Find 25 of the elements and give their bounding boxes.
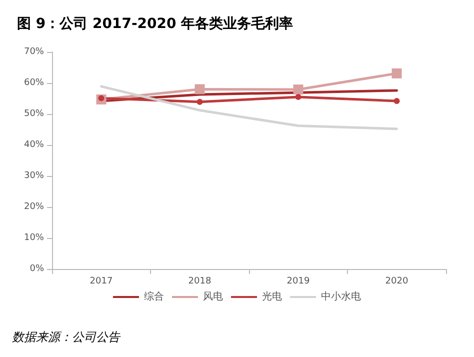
y-tick-label: 30% bbox=[24, 171, 44, 181]
legend-label: 综合 bbox=[144, 290, 164, 302]
legend-label: 中小水电 bbox=[321, 290, 361, 302]
x-tick-label: 2020 bbox=[385, 276, 408, 286]
point bbox=[394, 98, 400, 104]
y-tick-label: 20% bbox=[24, 202, 44, 212]
y-tick-label: 50% bbox=[24, 109, 44, 119]
legend-label: 风电 bbox=[203, 290, 223, 302]
y-tick-label: 60% bbox=[24, 78, 44, 88]
point bbox=[392, 68, 402, 78]
x-tick-label: 2017 bbox=[90, 276, 113, 286]
source-note: 数据来源：公司公告 bbox=[12, 330, 121, 344]
point bbox=[194, 84, 205, 94]
point bbox=[196, 98, 203, 105]
y-tick-label: 40% bbox=[24, 140, 44, 150]
point bbox=[293, 84, 304, 95]
x-tick-label: 2018 bbox=[188, 276, 212, 286]
line-series bbox=[100, 85, 398, 130]
x-tick-label: 2019 bbox=[286, 276, 310, 286]
point bbox=[295, 94, 302, 100]
y-tick-label: 70% bbox=[24, 47, 44, 57]
y-tick-label: 0% bbox=[30, 264, 44, 274]
legend-label: 光电 bbox=[262, 290, 282, 302]
y-tick-label: 10% bbox=[24, 233, 44, 243]
chart-title: 图 9：公司 2017-2020 年各类业务毛利率 bbox=[17, 15, 294, 32]
